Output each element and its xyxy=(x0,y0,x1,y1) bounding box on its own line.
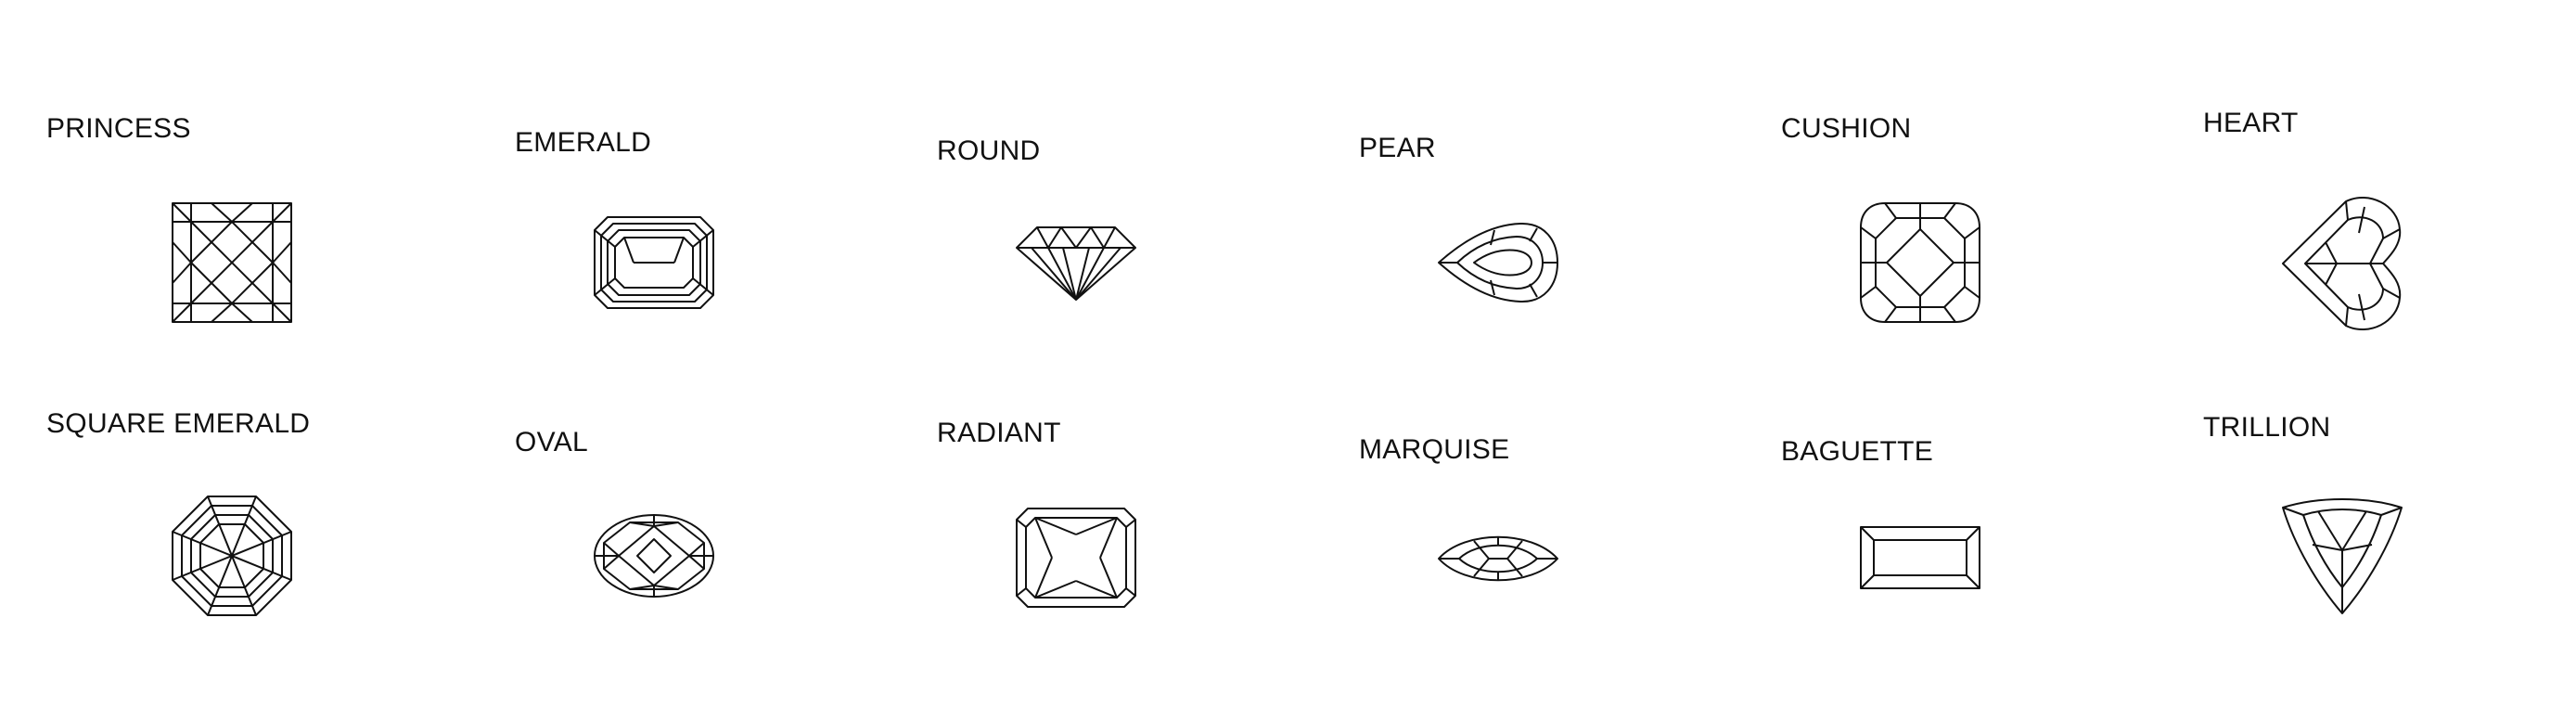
label-emerald: EMERALD xyxy=(515,127,652,158)
cushion-cut-icon xyxy=(1860,202,1980,323)
label-square-emerald: SQUARE EMERALD xyxy=(46,408,311,439)
pear-cut-icon xyxy=(1438,222,1558,303)
radiant-cut-icon xyxy=(1016,508,1136,608)
princess-cut-icon xyxy=(172,202,292,323)
label-pear: PEAR xyxy=(1359,133,1436,163)
label-baguette: BAGUETTE xyxy=(1781,436,1934,467)
emerald-cut-icon xyxy=(594,216,714,309)
label-radiant: RADIANT xyxy=(937,418,1061,448)
label-oval: OVAL xyxy=(515,427,589,457)
marquise-cut-icon xyxy=(1438,535,1558,582)
label-trillion: TRILLION xyxy=(2203,412,2331,443)
square-emerald-cut-icon xyxy=(172,496,292,616)
oval-cut-icon xyxy=(594,514,714,598)
baguette-cut-icon xyxy=(1860,526,1980,589)
label-round: ROUND xyxy=(937,135,1041,166)
label-cushion: CUSHION xyxy=(1781,113,1912,144)
heart-cut-icon xyxy=(2282,197,2402,330)
label-heart: HEART xyxy=(2203,108,2299,138)
label-marquise: MARQUISE xyxy=(1359,434,1510,465)
round-cut-icon xyxy=(1016,226,1136,301)
label-princess: PRINCESS xyxy=(46,113,191,144)
trillion-cut-icon xyxy=(2282,498,2403,614)
